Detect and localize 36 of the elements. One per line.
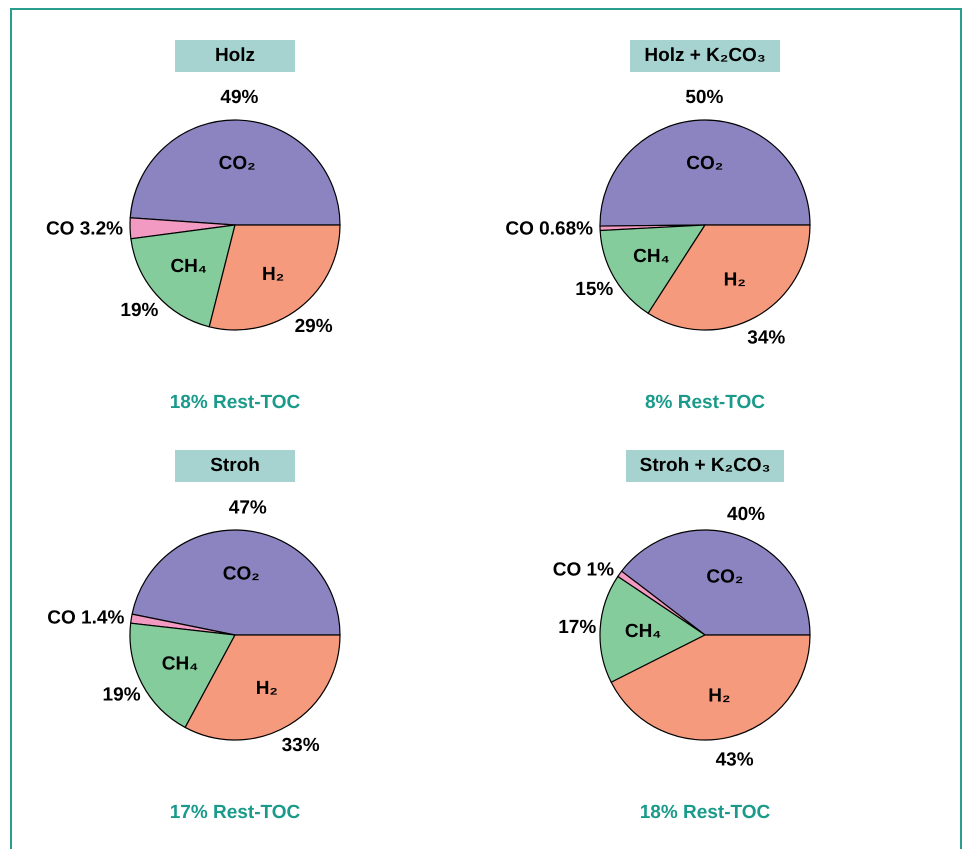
- slice-label: CO₂: [222, 563, 260, 584]
- slice-label: CH₄: [624, 621, 662, 642]
- data-label: 15%: [575, 279, 614, 300]
- slice-label: CO₂: [706, 566, 744, 588]
- data-label: 19%: [102, 684, 141, 706]
- data-label: 43%: [716, 750, 754, 771]
- slice-label: H₂: [724, 269, 746, 290]
- slice-label: CO 3.2%: [46, 218, 124, 240]
- data-label: 50%: [685, 87, 724, 108]
- slice-label: CO 1.4%: [47, 608, 124, 629]
- data-label: 49%: [220, 87, 259, 108]
- data-label: 40%: [727, 504, 766, 525]
- text: 17% Rest-TOC: [170, 802, 300, 824]
- chart-title: Holz + K₂CO₃: [630, 40, 780, 72]
- text: 18% Rest-TOC: [640, 802, 770, 824]
- text: 18% Rest-TOC: [170, 392, 300, 414]
- data-label: 33%: [282, 734, 320, 756]
- text: 8% Rest-TOC: [644, 392, 765, 414]
- slice-label: CO 1%: [552, 560, 614, 581]
- slice-label: CH₄: [633, 246, 670, 268]
- data-label: 17%: [558, 617, 596, 638]
- slice-label: CH₄: [170, 256, 207, 278]
- slice-label: CO 0.68%: [505, 218, 594, 240]
- slice-label: H₂: [708, 685, 730, 706]
- data-label: 19%: [120, 300, 159, 322]
- data-label: 29%: [294, 316, 333, 337]
- slice-label: H₂: [262, 264, 284, 285]
- chart-title: Stroh: [175, 450, 295, 482]
- slice-label: CO₂: [686, 153, 724, 174]
- slice-label: H₂: [256, 678, 278, 700]
- chart-title: Holz: [175, 40, 295, 72]
- slice-label: CH₄: [162, 654, 198, 675]
- data-label: 47%: [228, 498, 267, 519]
- chart-title: Stroh + K₂CO₃: [626, 450, 784, 482]
- data-label: 34%: [747, 327, 786, 348]
- slice-label: CO₂: [218, 153, 256, 174]
